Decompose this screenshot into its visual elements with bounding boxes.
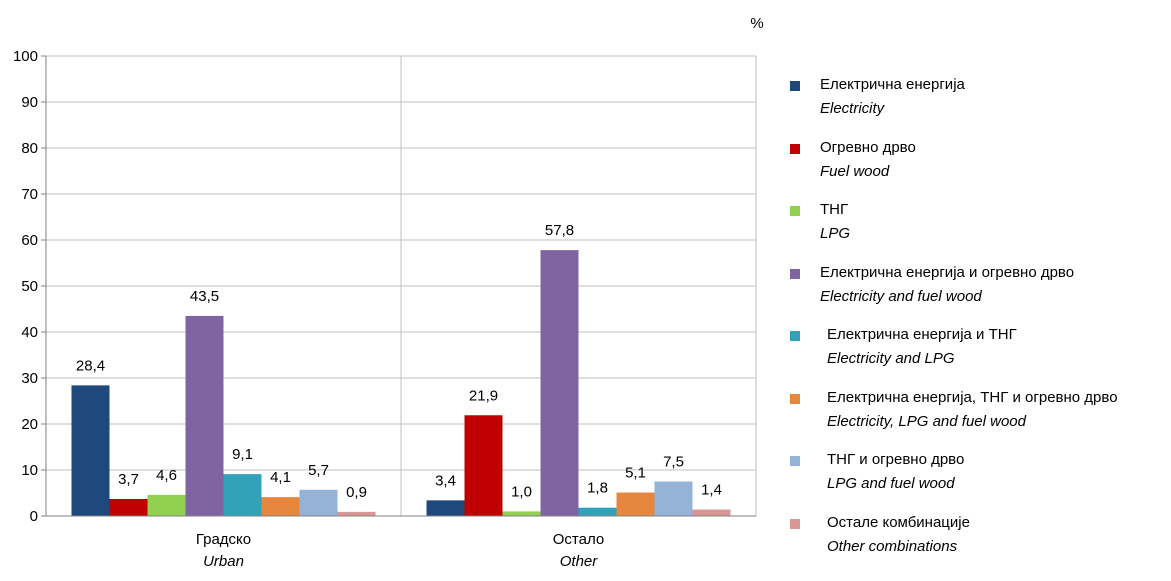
y-tick-label: 100: [13, 48, 38, 65]
bar: [464, 415, 503, 516]
data-label: 0,9: [346, 484, 367, 501]
legend-label-en: Other combinations: [827, 538, 958, 555]
legend-swatch: [790, 331, 800, 341]
y-tick-label: 60: [21, 232, 38, 249]
legend-label: Електрична енергија: [820, 76, 965, 93]
legend-swatch: [790, 81, 800, 91]
x-axis: Градско Urban Остало Other: [46, 515, 756, 570]
bar: [337, 511, 376, 516]
bar: [261, 497, 300, 516]
legend-label-en: Fuel wood: [820, 163, 890, 180]
bars: [71, 250, 731, 516]
legend-label: Електрична енергија, ТНГ и огревно дрво: [827, 389, 1118, 406]
data-label: 57,8: [545, 222, 574, 239]
data-label: 28,4: [76, 357, 105, 374]
data-label: 5,7: [308, 462, 329, 479]
legend-swatch: [790, 456, 800, 466]
unit-label: %: [750, 15, 763, 32]
gridlines: [46, 55, 757, 516]
x-category-label-en: Other: [560, 553, 599, 570]
legend-label: Остале комбинације: [827, 514, 970, 531]
legend-label-en: Electricity, LPG and fuel wood: [827, 413, 1026, 430]
data-label: 1,8: [587, 480, 608, 497]
bar: [692, 509, 731, 516]
bar: [71, 385, 110, 516]
y-tick-label: 80: [21, 140, 38, 157]
bar: [109, 498, 148, 516]
data-label: 5,1: [625, 465, 646, 482]
bar: [426, 500, 465, 516]
bar: [185, 315, 224, 516]
bar: [540, 250, 579, 516]
data-label: 9,1: [232, 446, 253, 463]
legend-label: Електрична енергија и огревно дрво: [820, 264, 1075, 281]
y-tick-label: 10: [21, 462, 38, 479]
data-label: 21,9: [469, 387, 498, 404]
y-tick-label: 30: [21, 370, 38, 387]
bar: [502, 511, 541, 516]
legend-label: ТНГ: [820, 201, 849, 218]
data-label: 1,4: [701, 482, 722, 499]
bar: [223, 474, 262, 516]
data-label: 7,5: [663, 454, 684, 471]
legend-swatch: [790, 144, 800, 154]
data-labels: 28,4 3,7 4,6 43,5 9,1 4,1 5,7 0,9 3,4 21,9 1,0 57,8…: [76, 222, 722, 501]
legend-swatch: [790, 269, 800, 279]
legend-label-en: Electricity and fuel wood: [820, 288, 982, 305]
data-label: 3,4: [435, 472, 456, 489]
legend-label: Електрична енергија и ТНГ: [827, 326, 1017, 343]
y-tick-label: 40: [21, 324, 38, 341]
bar: [578, 507, 617, 516]
bar: [299, 489, 338, 516]
y-tick-label: 0: [30, 508, 38, 525]
data-label: 4,6: [156, 467, 177, 484]
legend-swatch: [790, 519, 800, 529]
y-tick-label: 70: [21, 186, 38, 203]
x-category-label: Остало: [553, 531, 604, 548]
data-label: 43,5: [190, 288, 219, 305]
legend-label-en: LPG and fuel wood: [827, 475, 955, 492]
bar: [654, 481, 693, 516]
x-category-label-en: Urban: [203, 553, 244, 570]
bar: [147, 494, 186, 516]
legend-swatch: [790, 394, 800, 404]
legend-label-en: Electricity: [820, 100, 885, 117]
data-label: 3,7: [118, 471, 139, 488]
y-tick-label: 20: [21, 416, 38, 433]
legend-label-en: LPG: [820, 225, 851, 242]
legend-swatch: [790, 206, 800, 216]
y-axis: 0 10 20 30 40 50 60 70 80 90 100: [13, 48, 47, 525]
legend-label-en: Electricity and LPG: [827, 350, 955, 367]
legend-label: ТНГ и огревно дрво: [827, 451, 965, 468]
y-tick-label: 90: [21, 94, 38, 111]
y-tick-label: 50: [21, 278, 38, 295]
x-category-label: Градско: [196, 531, 251, 548]
bar: [616, 492, 655, 516]
legend-label: Огревно дрво: [820, 139, 916, 156]
data-label: 1,0: [511, 483, 532, 500]
data-label: 4,1: [270, 469, 291, 486]
